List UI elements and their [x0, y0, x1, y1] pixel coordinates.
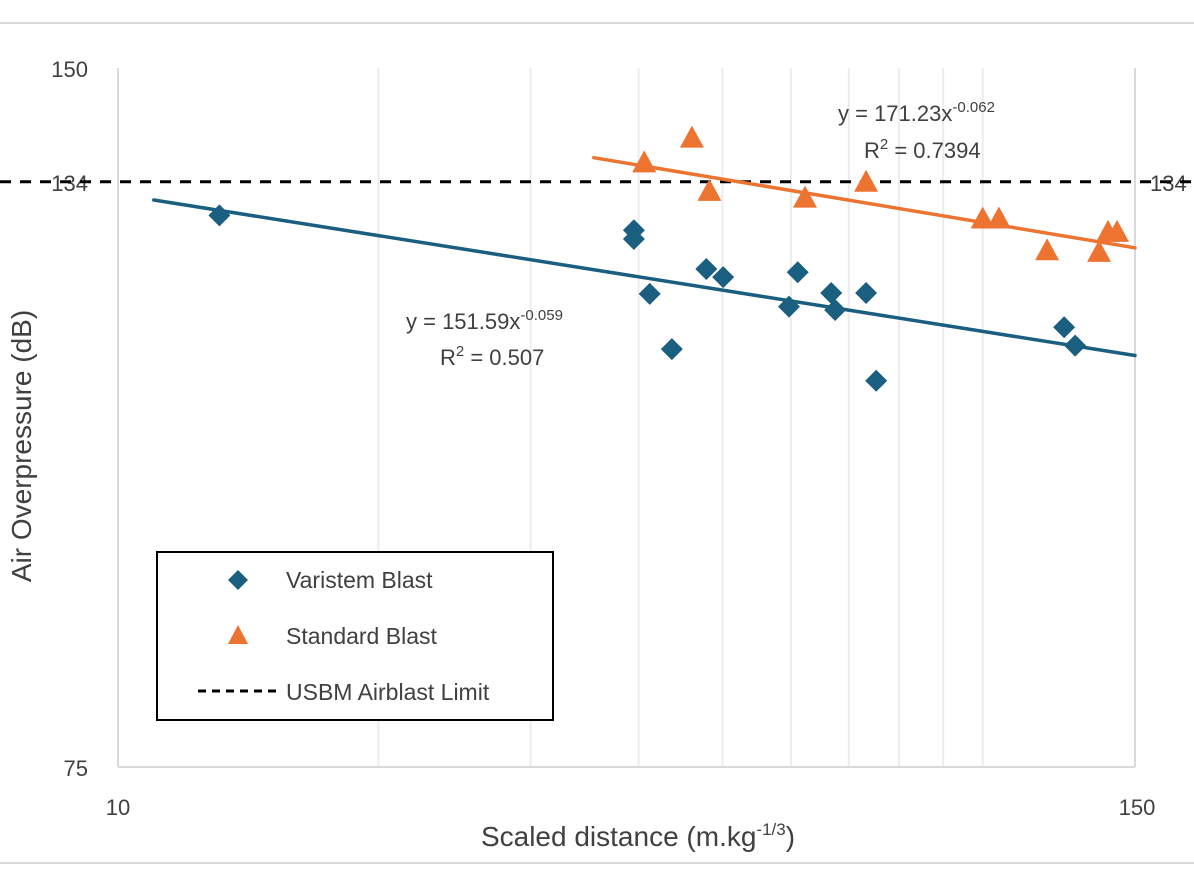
standard-point [970, 206, 995, 229]
standard-trend-equation: y = 171.23x-0.062 [838, 99, 995, 126]
varistem-point [778, 295, 801, 318]
varistem-point [1053, 316, 1076, 339]
standard-point [1035, 238, 1060, 261]
standard-point [793, 185, 818, 208]
y-tick-label: 134 [51, 171, 88, 196]
y-tick-label: 150 [51, 57, 88, 82]
tick-labels: 10 150 75 134 150 134 [51, 57, 1186, 820]
standard-trend-r2: R2 = 0.7394 [864, 136, 981, 163]
varistem-point [1064, 334, 1087, 357]
varistem-point [824, 298, 847, 321]
legend-label-limit: USBM Airblast Limit [286, 679, 490, 705]
standard-point [679, 125, 704, 148]
varistem-trendline [152, 198, 1137, 358]
legend: Varistem Blast Standard Blast USBM Airbl… [156, 551, 554, 721]
standard-point [632, 150, 657, 173]
varistem-point [208, 204, 231, 227]
gridlines [377, 68, 984, 767]
standard-point [1105, 219, 1130, 242]
legend-label-standard: Standard Blast [286, 623, 437, 649]
y-tick-label: 75 [64, 756, 88, 781]
standard-point [697, 178, 722, 201]
varistem-trend-r2: R2 = 0.507 [440, 343, 544, 370]
varistem-point [786, 261, 809, 284]
standard-point [854, 169, 879, 192]
varistem-point [660, 338, 683, 361]
standard-point [1087, 239, 1112, 262]
standard-point [986, 206, 1011, 229]
varistem-point [638, 282, 661, 305]
varistem-point [712, 266, 735, 289]
legend-triangle-icon [228, 625, 248, 644]
varistem-trend-equation: y = 151.59x-0.059 [406, 307, 563, 334]
varistem-point [855, 282, 878, 305]
legend-diamond-icon [228, 570, 248, 590]
x-tick-label: 10 [106, 795, 130, 820]
x-tick-label: 150 [1119, 795, 1156, 820]
right-limit-label: 134 [1150, 171, 1187, 196]
y-axis-title: Air Overpressure (dB) [6, 310, 37, 582]
varistem-point [820, 282, 843, 305]
standard-trendline [592, 155, 1137, 250]
legend-label-varistem: Varistem Blast [286, 567, 433, 593]
x-axis-title: Scaled distance (m.kg-1/3) [481, 820, 795, 852]
varistem-point [695, 257, 718, 280]
varistem-point [622, 228, 645, 251]
varistem-point [865, 369, 888, 392]
legend-box [156, 551, 554, 721]
